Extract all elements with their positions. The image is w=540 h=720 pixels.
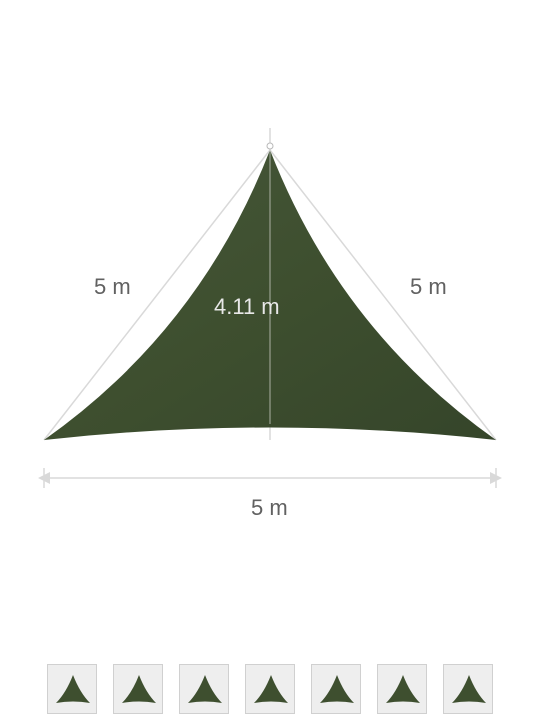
product-diagram-stage: 5 m 5 m 4.11 m 5 m [0,0,540,720]
apex-eyelet [267,143,273,149]
dimension-diagram [0,0,540,720]
thumbnail[interactable] [377,664,427,714]
thumb-preview-icon [444,665,493,714]
thumbnail[interactable] [113,664,163,714]
thumb-preview-icon [180,665,229,714]
thumb-preview-icon [48,665,97,714]
thumbnail[interactable] [179,664,229,714]
label-right-side: 5 m [410,274,447,300]
label-left-side: 5 m [94,274,131,300]
thumb-preview-icon [378,665,427,714]
thumbnail[interactable] [311,664,361,714]
thumbnail[interactable] [245,664,295,714]
label-bottom: 5 m [251,495,288,521]
thumb-preview-icon [312,665,361,714]
label-height: 4.11 m [214,294,280,320]
thumbnail[interactable] [443,664,493,714]
thumb-preview-icon [246,665,295,714]
thumbnail[interactable] [47,664,97,714]
thumb-preview-icon [114,665,163,714]
thumbnail-strip [0,658,540,720]
